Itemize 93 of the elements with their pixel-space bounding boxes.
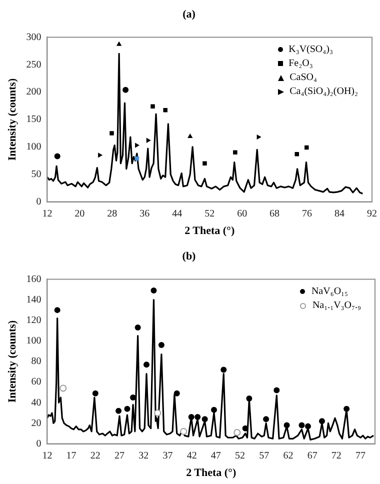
x-tick-label: 67 — [307, 450, 318, 462]
y-tick-label: 150 — [26, 114, 42, 126]
x-tick-label: 37 — [162, 450, 173, 462]
y-axis-title: Intensity (counts) — [6, 320, 18, 403]
y-tick-label: 140 — [26, 294, 42, 306]
x-tick-label: 36 — [140, 208, 150, 220]
x-tick-label: 47 — [210, 450, 221, 462]
point — [92, 390, 98, 396]
y-tick-label: 40 — [31, 397, 42, 408]
x-tick-label: 28 — [107, 208, 118, 220]
y-tick-label: 250 — [26, 59, 42, 70]
y-tick-label: 50 — [31, 168, 42, 180]
y-tick-label: 100 — [26, 336, 42, 347]
x-tick-label: 22 — [90, 450, 100, 462]
point — [202, 161, 207, 166]
x-tick-label: 20 — [74, 208, 85, 220]
point — [54, 153, 60, 160]
point — [158, 342, 164, 348]
point — [263, 416, 270, 422]
point — [318, 418, 325, 424]
legend-label: Na₁.₁V₃O₇.₉ — [312, 300, 361, 312]
point — [210, 406, 217, 413]
x-tick-label: 68 — [270, 208, 280, 220]
x-tick-label: 60 — [237, 208, 248, 220]
x-tick-label: 72 — [331, 450, 342, 462]
point — [163, 108, 168, 112]
x-tick-label: 57 — [259, 450, 270, 462]
point — [180, 428, 188, 435]
point — [304, 423, 311, 430]
point — [188, 134, 193, 138]
y-tick-label: 0 — [36, 196, 42, 208]
x-tick-label: 27 — [114, 450, 125, 462]
point — [202, 416, 208, 422]
x-tick-label: 84 — [334, 208, 345, 220]
point — [188, 414, 194, 420]
x-tick-label: 12 — [42, 208, 52, 220]
chart-title: (a) — [182, 8, 196, 20]
point — [134, 324, 141, 331]
legend-label: Fe₂O₃ — [288, 58, 313, 70]
x-tick-label: 62 — [283, 450, 294, 462]
chart-title: (b) — [182, 250, 196, 262]
x-tick-label: 42 — [186, 450, 197, 462]
point — [174, 390, 180, 396]
point — [60, 384, 67, 392]
point — [298, 422, 305, 428]
point — [284, 422, 290, 428]
y-tick-label: 0 — [36, 438, 42, 450]
point — [54, 307, 60, 314]
point — [116, 408, 122, 414]
point — [234, 428, 241, 436]
point — [256, 134, 262, 140]
x-tick-label: 52 — [235, 450, 246, 462]
point — [135, 142, 140, 148]
legend-label: Ca₄(SiO₄)₂(OH)₂ — [290, 86, 358, 98]
y-tick-label: 60 — [31, 376, 42, 388]
point — [116, 41, 122, 46]
point — [150, 288, 157, 294]
point — [233, 150, 238, 155]
y-tick-label: 20 — [31, 418, 42, 429]
x-tick-label: 17 — [66, 450, 76, 462]
legend-label: NaV₆O₁₅ — [311, 286, 348, 298]
point — [274, 387, 280, 394]
x-tick-label: 52 — [204, 208, 215, 220]
x-tick-label: 12 — [42, 450, 52, 462]
y-tick-label: 80 — [31, 356, 42, 368]
point — [344, 406, 350, 412]
x-tick-label: 32 — [138, 450, 149, 462]
point — [110, 131, 114, 136]
point — [194, 414, 201, 420]
x-axis-title: 2 Theta (°) — [186, 467, 236, 480]
y-axis-title: Intensity (counts) — [6, 78, 18, 161]
point — [124, 406, 130, 412]
y-tick-label: 100 — [26, 142, 42, 153]
point — [246, 396, 252, 402]
point — [98, 152, 103, 158]
x-tick-label: 44 — [172, 208, 182, 220]
point — [220, 366, 227, 373]
legend-label: CaSO₄ — [290, 72, 317, 84]
point — [150, 104, 155, 108]
y-tick-label: 200 — [26, 86, 42, 98]
y-tick-label: 300 — [26, 32, 42, 43]
point — [304, 145, 309, 150]
x-axis-title: 2 Theta (°) — [184, 225, 235, 238]
y-tick-label: 160 — [26, 274, 42, 285]
point — [144, 362, 150, 368]
x-tick-label: 76 — [302, 208, 312, 220]
point — [122, 86, 129, 93]
point — [154, 409, 162, 416]
y-tick-label: 120 — [26, 314, 42, 326]
legend-label: K₃V(SO₄)₃ — [288, 44, 333, 56]
point — [146, 138, 151, 143]
x-tick-label: 77 — [356, 450, 366, 462]
x-tick-label: 92 — [367, 208, 377, 220]
